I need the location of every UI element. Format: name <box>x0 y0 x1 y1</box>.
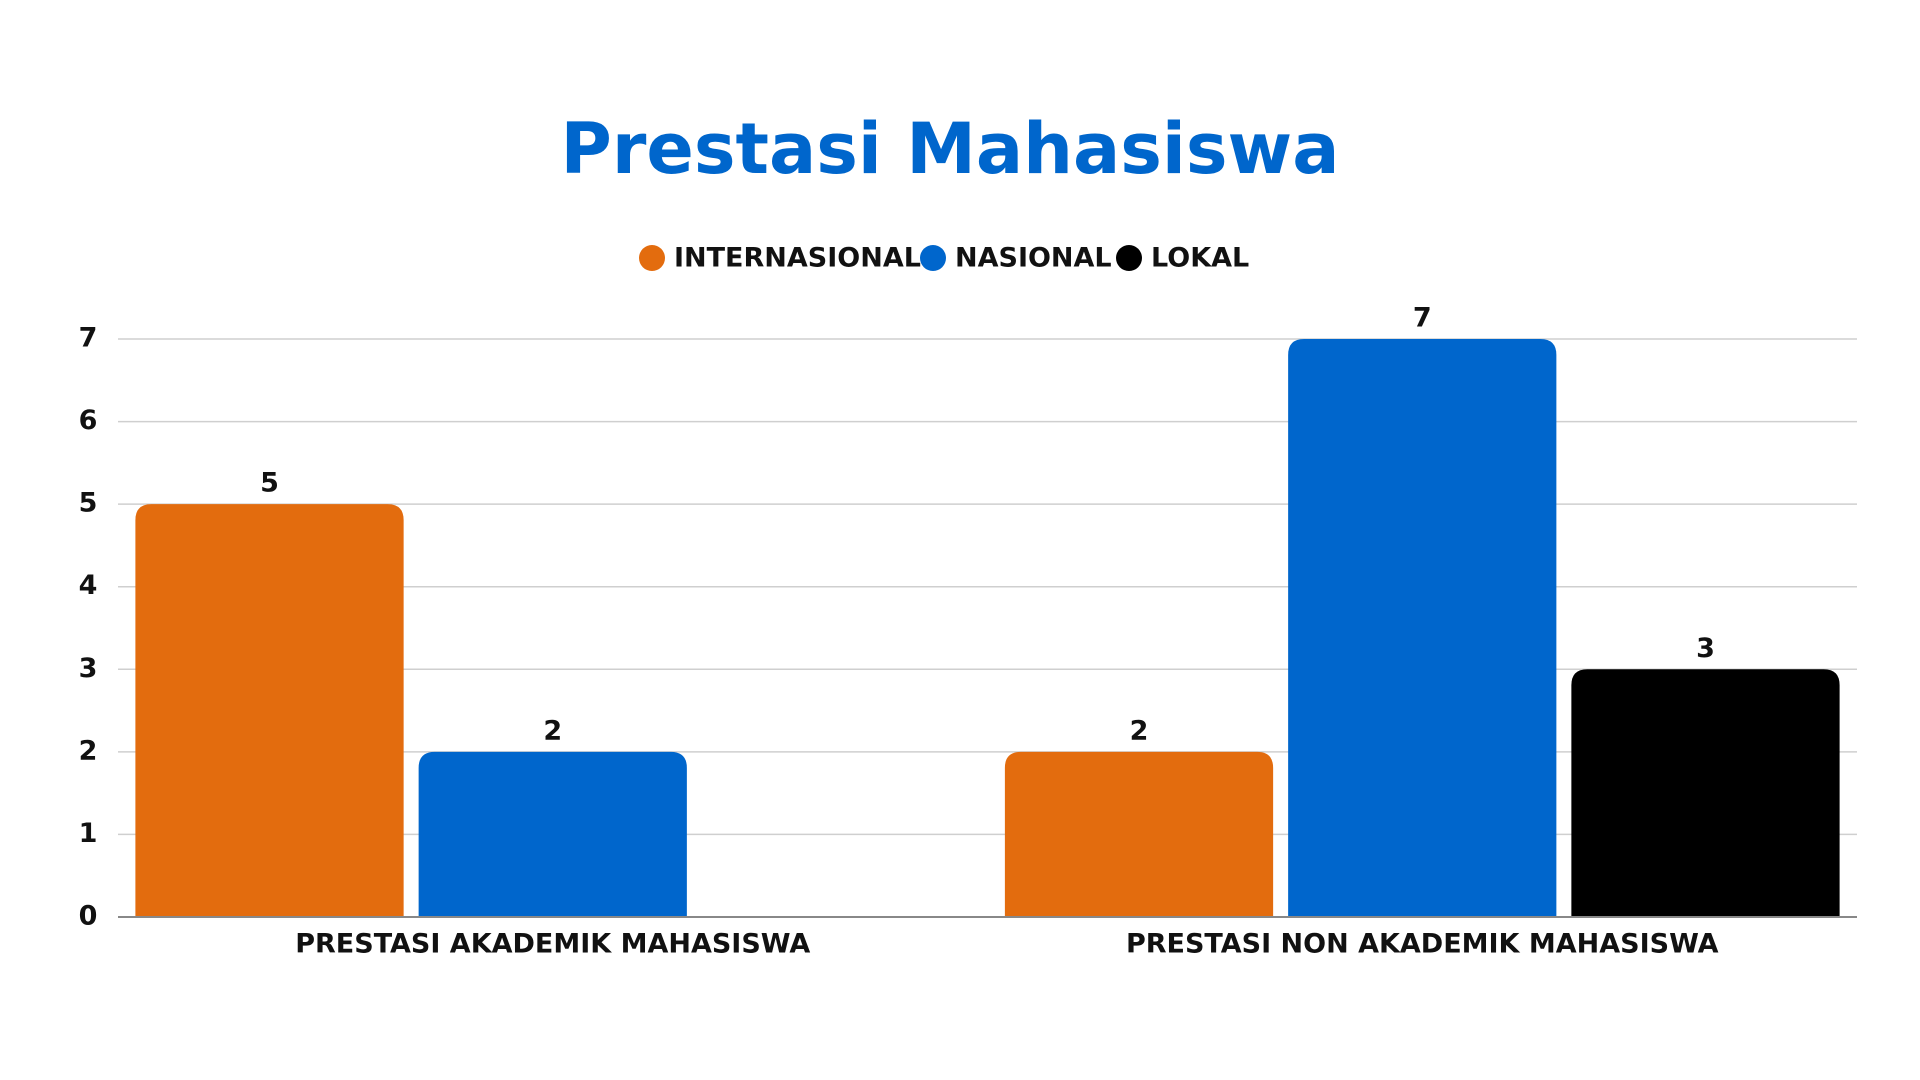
y-tick-label: 4 <box>79 570 98 601</box>
y-tick-label: 5 <box>79 488 98 519</box>
data-label: 3 <box>1696 633 1715 664</box>
legend-label: INTERNASIONAL <box>674 243 921 274</box>
data-label: 5 <box>260 468 279 499</box>
y-tick-label: 1 <box>79 818 98 849</box>
x-tick-label: PRESTASI AKADEMIK MAHASISWA <box>295 929 810 960</box>
bar <box>1288 339 1557 917</box>
legend-marker <box>920 245 946 271</box>
y-tick-label: 2 <box>79 735 98 766</box>
y-tick-label: 3 <box>79 653 98 684</box>
x-tick-label: PRESTASI NON AKADEMIK MAHASISWA <box>1126 929 1719 960</box>
legend-label: NASIONAL <box>955 243 1112 274</box>
bar <box>1004 751 1274 917</box>
legend-label: LOKAL <box>1151 243 1249 274</box>
bar <box>418 751 687 917</box>
data-label: 2 <box>543 715 562 746</box>
data-label: 7 <box>1413 303 1432 334</box>
data-label: 2 <box>1130 715 1149 746</box>
bar <box>135 504 404 917</box>
chart-title: Prestasi Mahasiswa <box>561 108 1340 190</box>
y-tick-label: 0 <box>79 901 98 932</box>
y-tick-label: 6 <box>79 405 98 436</box>
bar <box>1571 669 1840 917</box>
legend-marker <box>1116 245 1142 271</box>
legend-marker <box>639 245 665 271</box>
y-tick-label: 7 <box>79 323 98 354</box>
